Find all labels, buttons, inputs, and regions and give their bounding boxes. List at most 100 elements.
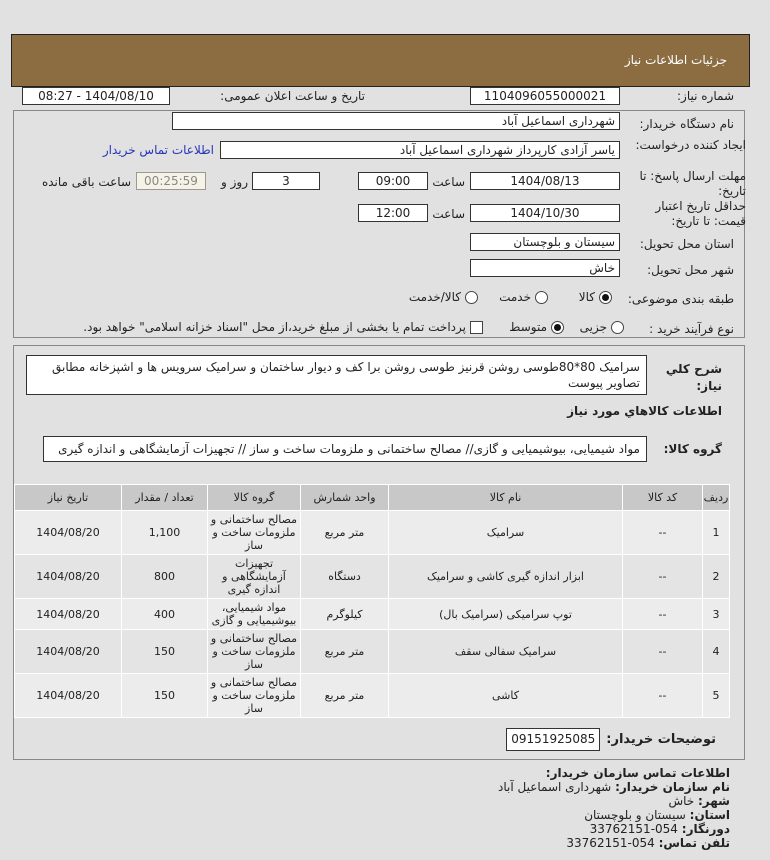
cell-unit: متر مربع	[300, 510, 389, 555]
cell-group: مواد شیمیایی، بیوشیمیایی و گازی	[207, 598, 301, 630]
cell-group: تجهیزات آزمایشگاهی و اندازه گیری	[207, 554, 301, 599]
payment-checkbox[interactable]: پرداخت تمام یا بخشی از مبلغ خرید،از محل …	[83, 320, 483, 334]
col-header-group: گروه کالا	[207, 484, 301, 511]
col-header-date: تاریخ نیاز	[14, 484, 122, 511]
province-field[interactable]: سیستان و بلوچستان	[470, 233, 620, 251]
description-field: سرامیک 80*80طوسی روشن قرنیز طوسی روشن بر…	[26, 355, 647, 395]
checkbox-icon[interactable]	[470, 321, 483, 334]
cell-name: ابزار اندازه گیری کاشی و سرامیک	[388, 554, 623, 599]
announce-field[interactable]: 1404/08/10 - 08:27	[22, 87, 170, 105]
contact-fax: 054-33762151	[589, 822, 678, 836]
contact-org-label: نام سازمان خریدار:	[615, 780, 730, 794]
page-title: جزئيات اطلاعات نیاز	[624, 53, 727, 67]
cell-row-number: 4	[702, 629, 730, 674]
description-label: شرح کلي نياز:	[665, 362, 722, 393]
cell-code: --	[622, 673, 703, 718]
category-service-radio[interactable]: خدمت	[499, 290, 548, 304]
buyer-contact-info: اطلاعات تماس سازمان خریدار: نام سازمان خ…	[13, 760, 745, 860]
cell-name: سرامیک	[388, 510, 623, 555]
cell-name: کاشی	[388, 673, 623, 718]
goods-group-row: گروه کالا: مواد شیمیایی، بیوشیمیایی و گا…	[28, 436, 730, 462]
radio-selected-icon[interactable]	[599, 291, 612, 304]
category-label: طبقه بندی موضوعی:	[627, 292, 734, 306]
cell-group: مصالح ساختمانی و ملزومات ساخت و ساز	[207, 673, 301, 718]
table-header-row: ردیف کد کالا نام کالا واحد شمارش گروه کا…	[14, 484, 730, 511]
cell-group: مصالح ساختمانی و ملزومات ساخت و ساز	[207, 629, 301, 674]
cell-group: مصالح ساختمانی و ملزومات ساخت و ساز	[207, 510, 301, 555]
deadline-time-field[interactable]: 09:00	[358, 172, 428, 190]
buyer-notes-field: 09151925085	[506, 728, 601, 751]
validity-date-field[interactable]: 1404/10/30	[470, 204, 620, 222]
creator-label: ایجاد کننده درخواست:	[635, 138, 746, 152]
lower-section: شرح کلي نياز: سرامیک 80*80طوسی روشن قرنی…	[13, 345, 745, 860]
cell-row-number: 3	[702, 598, 730, 630]
contact-fax-label: دورنگار:	[681, 822, 730, 836]
cell-name: توپ سرامیکی (سرامیک بال)	[388, 598, 623, 630]
cell-unit: دستگاه	[300, 554, 389, 599]
remaining-timer: 00:25:59	[136, 172, 206, 190]
need-number-field[interactable]: 1104096055000021	[470, 87, 620, 105]
validity-time-label: ساعت	[432, 207, 465, 221]
city-label: شهر محل تحویل:	[647, 263, 734, 277]
col-header-code: کد کالا	[622, 484, 703, 511]
creator-field[interactable]: یاسر آزادی کارپرداز شهرداری اسماعیل آباد	[220, 141, 620, 159]
page-header: جزئيات اطلاعات نیاز	[11, 34, 750, 87]
col-header-quantity: تعداد / مقدار	[121, 484, 208, 511]
contact-phone-label: تلفن تماس:	[658, 836, 730, 850]
table-row: 5 -- کاشی متر مربع مصالح ساختمانی و ملزومات …	[14, 673, 730, 718]
description-row: شرح کلي نياز: سرامیک 80*80طوسی روشن قرنی…	[26, 355, 730, 395]
contact-city-label: شهر:	[698, 794, 730, 808]
col-header-name: نام کالا	[388, 484, 623, 511]
goods-panel: شرح کلي نياز: سرامیک 80*80طوسی روشن قرنی…	[13, 345, 745, 760]
city-field[interactable]: خاش	[470, 259, 620, 277]
cell-quantity: 150	[121, 629, 208, 674]
cell-unit: متر مربع	[300, 673, 389, 718]
goods-table: ردیف کد کالا نام کالا واحد شمارش گروه کا…	[14, 484, 730, 718]
contact-city: خاش	[668, 794, 695, 808]
cell-quantity: 800	[121, 554, 208, 599]
table-row: 1 -- سرامیک متر مربع مصالح ساختمانی و ملزوما…	[14, 510, 730, 555]
days-label: روز و	[221, 175, 248, 189]
contact-org: شهرداری اسماعیل آباد	[498, 780, 612, 794]
radio-icon[interactable]	[611, 321, 624, 334]
cell-row-number: 2	[702, 554, 730, 599]
category-goods-service-radio[interactable]: کالا/خدمت	[409, 290, 478, 304]
contact-province: سیستان و بلوچستان	[584, 808, 686, 822]
contact-title: اطلاعات تماس سازمان خریدار:	[545, 766, 730, 780]
radio-icon[interactable]	[535, 291, 548, 304]
cell-row-number: 5	[702, 673, 730, 718]
radio-selected-icon[interactable]	[551, 321, 564, 334]
announce-label: تاریخ و ساعت اعلان عمومی:	[220, 89, 365, 103]
days-field[interactable]: 3	[252, 172, 320, 190]
cell-unit: کیلوگرم	[300, 598, 389, 630]
cell-date: 1404/08/20	[14, 629, 122, 674]
goods-group-field: مواد شیمیایی، بیوشیمیایی و گازی// مصالح …	[43, 436, 647, 462]
cell-date: 1404/08/20	[14, 598, 122, 630]
cell-date: 1404/08/20	[14, 554, 122, 599]
need-number-label: شماره نیاز:	[677, 89, 734, 103]
radio-icon[interactable]	[465, 291, 478, 304]
deadline-date-field[interactable]: 1404/08/13	[470, 172, 620, 190]
category-goods-radio[interactable]: کالا	[579, 290, 612, 304]
cell-row-number: 1	[702, 510, 730, 555]
col-header-row-number: ردیف	[702, 484, 730, 511]
process-medium-radio[interactable]: متوسط	[509, 320, 564, 334]
process-label: نوع فرآیند خرید :	[649, 322, 734, 336]
table-row: 2 -- ابزار اندازه گیری کاشی و سرامیک دستگاه…	[14, 554, 730, 599]
buyer-org-field[interactable]: شهرداری اسماعیل آباد	[172, 112, 620, 130]
buyer-contact-link[interactable]: اطلاعات تماس خریدار	[102, 143, 214, 157]
cell-code: --	[622, 510, 703, 555]
cell-quantity: 150	[121, 673, 208, 718]
buyer-org-label: نام دستگاه خریدار:	[639, 117, 735, 131]
process-minor-radio[interactable]: جزیی	[580, 320, 624, 334]
buyer-notes-label: توضیحات خریدار:	[606, 732, 716, 747]
contact-province-label: استان:	[689, 808, 730, 822]
deadline-time-label: ساعت	[432, 175, 465, 189]
buyer-notes-row: توضیحات خریدار: 09151925085	[28, 728, 730, 751]
cell-unit: متر مربع	[300, 629, 389, 674]
province-label: استان محل تحویل:	[639, 237, 734, 251]
table-row: 3 -- توپ سرامیکی (سرامیک بال) کیلوگرم مواد ش…	[14, 598, 730, 630]
cell-code: --	[622, 629, 703, 674]
deadline-label: مهلت ارسال پاسخ: تا تاریخ:	[639, 169, 746, 198]
validity-time-field[interactable]: 12:00	[358, 204, 428, 222]
